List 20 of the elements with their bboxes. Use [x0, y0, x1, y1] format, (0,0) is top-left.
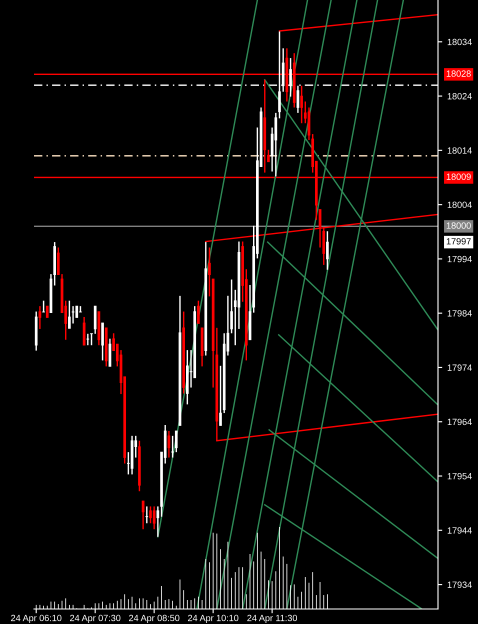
y-tick-label: 17954	[448, 472, 472, 480]
y-tick-label: 17964	[448, 418, 472, 426]
y-tick-label: 18034	[448, 38, 472, 46]
ref-line-label: 18028	[446, 70, 471, 77]
x-tick-label: 24 Apr 06:10	[11, 614, 62, 623]
y-tick-label: 17974	[448, 364, 472, 371]
y-tick-label: 17994	[448, 256, 472, 262]
x-tick-label: 24 Apr 07:30	[70, 614, 120, 623]
ref-line-label: 18009	[446, 174, 471, 180]
y-tick-label: 18014	[448, 147, 472, 154]
x-tick-label: 24 Apr 11:30	[247, 614, 298, 623]
x-tick-label: 24 Apr 10:10	[188, 614, 238, 623]
y-tick-label: 17934	[448, 582, 472, 588]
y-tick-label: 18024	[448, 93, 472, 100]
x-tick-label: 24 Apr 08:50	[129, 614, 180, 623]
text: 17997	[446, 238, 471, 245]
ref-line-label: 18000	[446, 222, 471, 229]
y-tick-label: 17944	[448, 527, 472, 534]
y-tick-label: 18004	[448, 202, 472, 208]
y-tick-label: 17984	[448, 310, 472, 317]
